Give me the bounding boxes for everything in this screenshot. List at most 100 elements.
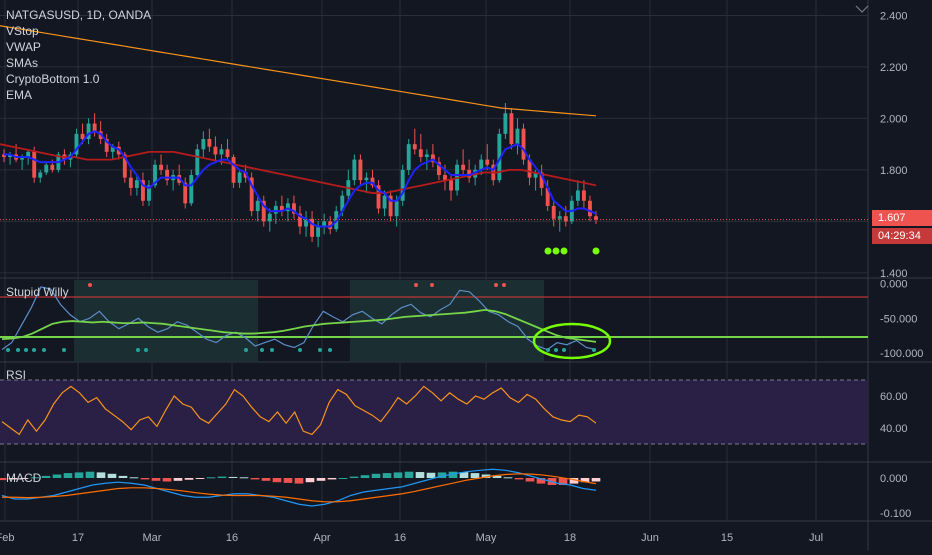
candle-body <box>539 172 544 188</box>
macd-histogram-bar <box>0 478 7 481</box>
legend-smas[interactable]: SMAs <box>6 56 39 70</box>
willy-dot <box>562 348 566 352</box>
macd-histogram-bar <box>74 472 84 478</box>
willy-dot <box>244 348 248 352</box>
macd-histogram-bar <box>415 472 425 478</box>
candle-body <box>165 169 170 181</box>
candle-body <box>461 164 466 170</box>
macd-histogram-bar <box>580 478 590 483</box>
candle-body <box>479 159 484 170</box>
macd-histogram-bar <box>349 476 359 478</box>
crypto-bottom-dot <box>592 247 600 255</box>
macd-histogram-bar <box>327 478 337 480</box>
crypto-bottom-dot <box>560 247 568 255</box>
macd-histogram-bar <box>272 478 282 483</box>
x-tick-label: Feb <box>0 532 14 544</box>
macd-histogram-bar <box>118 475 128 478</box>
candle-body <box>382 195 387 209</box>
rsi-pane-title[interactable]: RSI <box>6 368 27 382</box>
willy-dot <box>546 348 550 352</box>
candle-body <box>430 154 435 163</box>
x-tick-label: May <box>476 532 497 544</box>
candle-body <box>370 177 375 186</box>
candle-body <box>467 169 472 178</box>
candle-body <box>575 190 580 201</box>
candle-body <box>279 205 284 212</box>
indicator-legend: NATGASUSD, 1D, OANDA VStop VWAP SMAs Cry… <box>6 7 151 103</box>
macd-histogram-bar <box>558 478 568 485</box>
macd-histogram-bar <box>437 472 447 478</box>
willy-dot <box>414 283 418 287</box>
candle-body <box>563 216 568 222</box>
legend-vwap[interactable]: VWAP <box>6 40 41 54</box>
willy-pane-title[interactable]: Stupid Willy <box>6 285 69 299</box>
macd-histogram-bar <box>404 471 414 478</box>
candle-body <box>201 139 206 150</box>
macd-histogram-bar <box>294 478 304 484</box>
symbol-title[interactable]: NATGASUSD, 1D, OANDA <box>6 8 152 22</box>
candle-body <box>92 123 97 132</box>
macd-histogram-bar <box>206 477 216 479</box>
macd-histogram-bar <box>96 472 106 478</box>
macd-histogram-bar <box>184 478 194 480</box>
candle-body <box>497 133 502 181</box>
x-tick-label: 17 <box>72 532 84 544</box>
candle-body <box>316 226 321 237</box>
willy-line <box>1 286 597 351</box>
willy-shade <box>350 280 544 362</box>
candle-body <box>2 154 6 158</box>
macd-histogram-bar <box>492 475 502 478</box>
candle-body <box>545 187 550 206</box>
willy-dot <box>430 283 434 287</box>
macd-pane-title[interactable]: MACD <box>6 471 42 485</box>
willy-dot <box>6 348 10 352</box>
candle-body <box>86 123 91 139</box>
candle-body <box>594 216 598 220</box>
willy-dot <box>16 348 20 352</box>
candle-body <box>231 157 236 183</box>
last-price-tag: 1.607 <box>872 210 932 226</box>
legend-ema[interactable]: EMA <box>6 88 33 102</box>
price-tick-label: 2.200 <box>880 62 908 74</box>
macd-histogram-bar <box>503 477 513 479</box>
macd-histogram-bar <box>239 477 249 479</box>
macd-histogram-bar <box>217 476 227 478</box>
willy-dot <box>554 348 558 352</box>
candle-body <box>159 164 164 170</box>
willy-dot <box>592 348 596 352</box>
willy-dot <box>88 283 92 287</box>
macd-histogram-bar <box>283 478 293 483</box>
candle-body <box>225 149 230 158</box>
candle-body <box>298 213 302 227</box>
rsi-tick-label: 40.00 <box>880 423 908 435</box>
legend-vstop[interactable]: VStop <box>6 24 39 38</box>
candle-body <box>195 149 200 176</box>
legend-cryptobottom[interactable]: CryptoBottom 1.0 <box>6 72 100 86</box>
macd-histogram-bar <box>371 473 381 478</box>
x-tick-label: 16 <box>394 532 406 544</box>
candle-body <box>376 185 381 209</box>
candle-body <box>436 162 441 176</box>
willy-dot <box>494 283 498 287</box>
macd-histogram-bar <box>591 478 601 482</box>
sma-long-line <box>0 25 597 117</box>
macd-histogram-bar <box>129 477 139 479</box>
macd-histogram-bar <box>19 478 29 479</box>
x-tick-label: Jul <box>809 532 823 544</box>
rsi-band <box>0 380 868 444</box>
macd-histogram-bar <box>382 473 392 478</box>
macd-histogram-bar <box>481 474 491 478</box>
price-tick-label: 2.000 <box>880 113 908 125</box>
macd-histogram-bar <box>338 478 348 479</box>
macd-histogram-bar <box>41 475 51 478</box>
candle-body <box>26 151 31 158</box>
willy-dot <box>32 348 36 352</box>
willy-dot <box>42 348 46 352</box>
candle-body <box>310 218 315 237</box>
willy-dot <box>270 348 274 352</box>
candle-body <box>551 205 556 219</box>
candle-body <box>134 180 139 188</box>
x-tick-label: 18 <box>564 532 576 544</box>
